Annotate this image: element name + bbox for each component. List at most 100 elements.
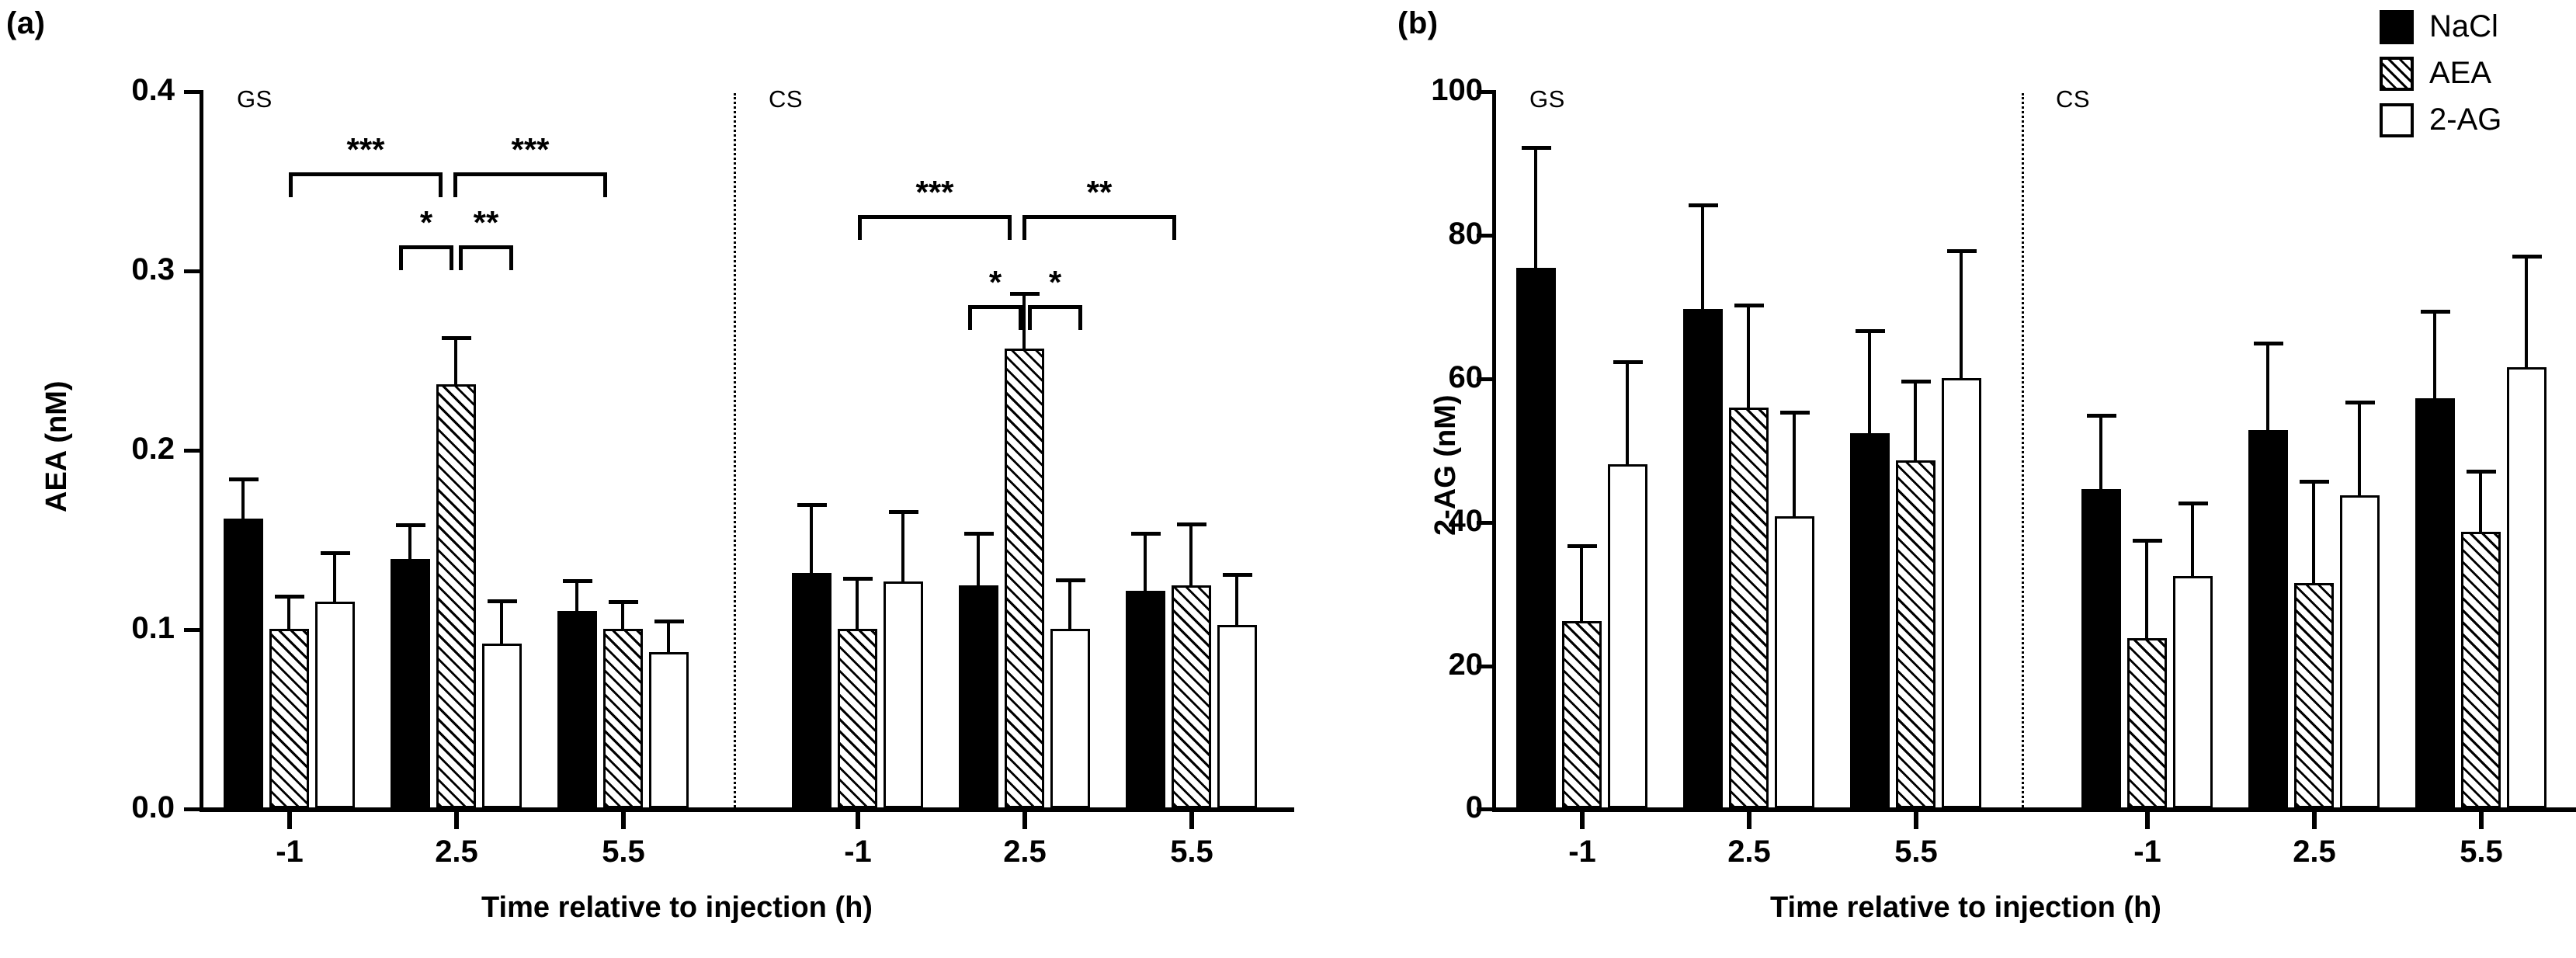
panel-a-subgroup-label-cs: CS <box>769 85 804 113</box>
errorcap-a-cs-25-aea <box>1010 292 1040 296</box>
sig-bracket-a-gs-outer-2 <box>453 172 607 197</box>
panel-a-x-axis-title: Time relative to injection (h) <box>481 891 873 924</box>
legend-item-nacl[interactable]: NaCl <box>2380 9 2498 44</box>
panel-a-y-tick-mark-4 <box>184 807 201 811</box>
panel-b-x-tick-gs-2 <box>1914 812 1918 829</box>
bar-a-cs-25-aea <box>1005 349 1044 808</box>
errorbar-b-gs-55-nacl <box>1868 331 1871 435</box>
panel-b-xtick-gs-2: 5.5 <box>1894 835 1938 869</box>
panel-b-y-tick-mark-1 <box>1477 234 1494 238</box>
panel-b-x-tick-cs-2 <box>2479 812 2484 829</box>
bar-b-gs-25-nacl <box>1683 309 1723 808</box>
legend-swatch-2ag-icon <box>2380 102 2414 137</box>
bar-a-cs-25-nacl <box>959 585 998 808</box>
panel-a-x-tick-cs-1 <box>1022 812 1027 829</box>
legend-item-aea[interactable]: AEA <box>2380 56 2491 91</box>
panel-a-y-tick-mark-3 <box>184 628 201 632</box>
errorcap-b-cs-m1-aea <box>2133 539 2162 543</box>
panel-b-ytick-4: 20 <box>1448 647 1484 682</box>
panel-a-x-tick-gs-2 <box>621 812 626 829</box>
panel-b-x-tick-cs-1 <box>2312 812 2317 829</box>
errorbar-b-cs-25-nacl <box>2266 343 2269 432</box>
legend-item-2ag[interactable]: 2-AG <box>2380 102 2501 137</box>
errorbar-a-gs-25-2ag <box>500 601 503 645</box>
panel-a-xtick-cs-0: -1 <box>844 835 872 869</box>
panel-a-ytick-3: 0.1 <box>131 611 175 645</box>
errorbar-a-cs-55-nacl <box>1144 533 1147 592</box>
legend-label-2ag: 2-AG <box>2429 102 2502 137</box>
legend: NaCl AEA 2-AG <box>2380 9 2576 157</box>
bar-a-cs-55-aea <box>1172 585 1211 808</box>
errorbar-a-cs-25-2ag <box>1068 580 1071 630</box>
bar-b-cs-25-nacl <box>2248 430 2288 808</box>
errorcap-b-cs-25-2ag <box>2345 401 2375 404</box>
errorcap-b-gs-25-nacl <box>1689 203 1718 207</box>
panel-a-x-tick-gs-0 <box>287 812 292 829</box>
panel-a-xtick-gs-0: -1 <box>276 835 304 869</box>
errorbar-a-cs-m1-aea <box>856 578 859 630</box>
errorbar-b-cs-55-2ag <box>2525 256 2528 369</box>
errorcap-b-cs-m1-2ag <box>2178 502 2208 505</box>
errorcap-a-cs-m1-nacl <box>797 503 827 507</box>
bar-b-gs-m1-nacl <box>1516 268 1556 808</box>
sig-stars-a-gs-inner-2: ** <box>473 204 499 241</box>
sig-stars-a-cs-inner-1: * <box>988 264 1002 300</box>
sig-stars-a-gs-outer-1: *** <box>346 131 385 168</box>
errorcap-a-cs-55-nacl <box>1131 532 1161 536</box>
bar-a-cs-55-2ag <box>1217 625 1257 808</box>
errorbar-b-gs-25-nacl <box>1701 205 1704 311</box>
legend-swatch-aea-icon <box>2380 56 2414 91</box>
errorcap-a-gs-m1-aea <box>275 595 304 599</box>
errorbar-a-gs-55-aea <box>621 602 624 630</box>
legend-swatch-nacl-icon <box>2380 9 2414 44</box>
bar-b-cs-55-2ag <box>2507 367 2546 808</box>
panel-a-y-tick-mark-2 <box>184 449 201 453</box>
bar-a-gs-25-2ag <box>482 644 522 808</box>
errorcap-a-gs-m1-nacl <box>229 477 259 481</box>
errorbar-a-gs-55-2ag <box>667 621 670 654</box>
bar-b-cs-m1-aea <box>2127 638 2167 808</box>
panel-a-ytick-4: 0.0 <box>131 790 175 824</box>
errorcap-b-gs-55-2ag <box>1947 249 1977 253</box>
errorbar-a-cs-m1-2ag <box>901 512 904 583</box>
bar-b-cs-55-aea <box>2461 532 2501 808</box>
panel-a-ytick-1: 0.3 <box>131 252 175 286</box>
sig-stars-a-gs-inner-1: * <box>419 204 433 241</box>
panel-a-y-axis-title: AEA (nM) <box>40 380 73 512</box>
panel-a-x-axis <box>200 807 1294 812</box>
panel-b-xtick-gs-0: -1 <box>1568 835 1596 869</box>
panel-b-y-axis <box>1492 90 1496 812</box>
errorbar-b-cs-m1-2ag <box>2191 503 2194 578</box>
errorcap-b-gs-m1-aea <box>1567 544 1597 548</box>
errorcap-a-cs-m1-2ag <box>889 510 918 514</box>
errorbar-b-gs-m1-2ag <box>1626 362 1629 466</box>
legend-label-aea: AEA <box>2429 56 2492 90</box>
bar-a-gs-25-nacl <box>391 559 430 808</box>
bar-b-cs-25-2ag <box>2340 495 2380 808</box>
bar-b-gs-25-2ag <box>1775 516 1814 808</box>
bar-a-gs-m1-nacl <box>224 519 263 808</box>
panel-a-y-tick-mark-0 <box>184 90 201 94</box>
bar-a-gs-55-nacl <box>557 611 597 808</box>
panel-a-x-tick-cs-2 <box>1189 812 1194 829</box>
errorcap-b-cs-55-nacl <box>2421 310 2450 314</box>
panel-b-x-tick-gs-1 <box>1747 812 1751 829</box>
sig-stars-a-cs-outer-2: ** <box>1086 174 1113 210</box>
errorcap-a-cs-55-2ag <box>1223 573 1252 577</box>
errorbar-b-cs-25-2ag <box>2358 402 2361 497</box>
bar-a-cs-m1-aea <box>838 629 877 808</box>
sig-stars-a-cs-inner-2: * <box>1048 264 1062 300</box>
sig-stars-a-cs-outer-1: *** <box>915 174 954 210</box>
panel-a-x-tick-cs-0 <box>856 812 860 829</box>
sig-bracket-a-cs-inner-2 <box>1028 305 1082 330</box>
errorbar-a-cs-55-2ag <box>1235 574 1238 627</box>
panel-a-ytick-0: 0.4 <box>131 73 175 107</box>
panel-a-y-axis <box>200 90 203 812</box>
panel-b-xtick-cs-1: 2.5 <box>2293 835 2336 869</box>
errorcap-b-cs-25-aea <box>2300 480 2329 484</box>
bar-b-gs-55-2ag <box>1942 378 1981 808</box>
panel-b-y-tick-mark-5 <box>1477 807 1494 811</box>
bar-a-cs-55-nacl <box>1126 591 1165 808</box>
bar-a-cs-25-2ag <box>1050 629 1090 808</box>
panel-b: (b) 2-AG (nM) 100 80 60 40 20 0 GS CS <box>1289 0 2576 958</box>
